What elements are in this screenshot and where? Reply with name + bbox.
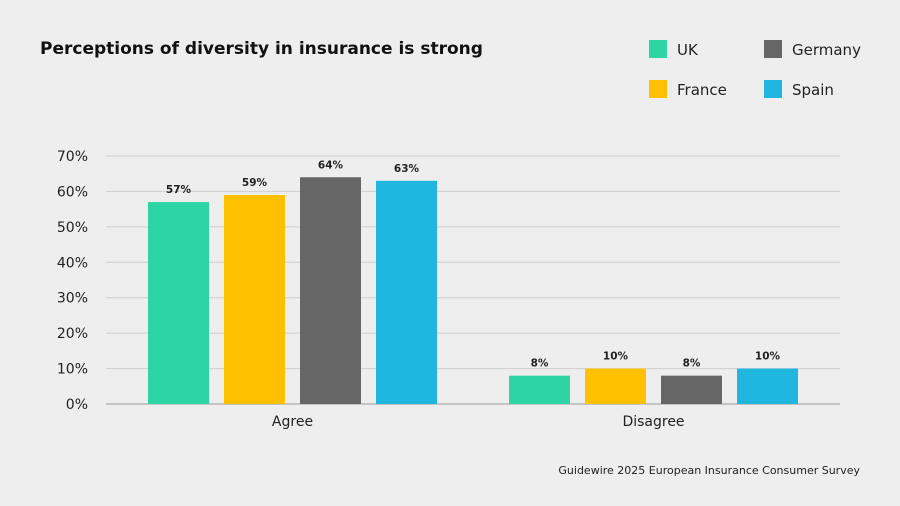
bar-france-disagree: [585, 368, 646, 404]
data-label-germany-agree: 64%: [318, 159, 344, 171]
data-label-germany-disagree: 8%: [683, 358, 701, 370]
chart-title: Perceptions of diversity in insurance is…: [40, 39, 483, 59]
bar-group-disagree: 8% 10% 8% 10%: [509, 351, 798, 404]
bar-germany-agree: [300, 177, 361, 404]
data-label-spain-agree: 63%: [394, 163, 420, 175]
bar-group-agree: 57% 59% 64% 63%: [148, 159, 437, 404]
bar-spain-disagree: [737, 368, 798, 404]
legend-label: UK: [677, 41, 699, 59]
chart-legend: UK Germany France Spain: [649, 40, 861, 99]
chart-bars: 57% 59% 64% 63% 8% 10% 8% 10%: [148, 159, 798, 404]
y-tick-label: 20%: [57, 326, 88, 342]
y-tick-label: 60%: [57, 184, 88, 200]
legend-swatch: [764, 40, 782, 58]
legend-swatch: [649, 40, 667, 58]
y-tick-label: 50%: [57, 220, 88, 236]
bar-spain-agree: [376, 180, 437, 404]
y-tick-label: 70%: [57, 149, 88, 165]
data-label-france-disagree: 10%: [603, 351, 629, 363]
bar-uk-agree: [148, 202, 209, 404]
y-axis-ticks: 0% 10% 20% 30% 40% 50% 60% 70%: [57, 149, 88, 413]
legend-item-spain: Spain: [764, 80, 834, 99]
legend-swatch: [649, 80, 667, 98]
data-label-spain-disagree: 10%: [755, 351, 781, 363]
x-category-label-agree: Agree: [272, 414, 313, 430]
legend-label: France: [677, 81, 727, 99]
bar-uk-disagree: [509, 375, 570, 404]
legend-item-uk: UK: [649, 40, 699, 59]
y-tick-label: 40%: [57, 255, 88, 271]
legend-swatch: [764, 80, 782, 98]
x-axis-categories: Agree Disagree: [272, 414, 685, 430]
y-tick-label: 0%: [66, 397, 88, 413]
x-category-label-disagree: Disagree: [622, 414, 684, 430]
bar-germany-disagree: [661, 375, 722, 404]
data-label-uk-disagree: 8%: [531, 358, 549, 370]
y-tick-label: 30%: [57, 291, 88, 307]
y-gridlines: [106, 155, 840, 405]
legend-item-france: France: [649, 80, 727, 99]
source-note: Guidewire 2025 European Insurance Consum…: [558, 464, 860, 477]
bar-france-agree: [224, 194, 285, 404]
legend-label: Spain: [792, 81, 834, 99]
legend-item-germany: Germany: [764, 40, 861, 59]
data-label-france-agree: 59%: [242, 177, 268, 189]
y-tick-label: 10%: [57, 362, 88, 378]
data-label-uk-agree: 57%: [166, 184, 192, 196]
legend-label: Germany: [792, 41, 861, 59]
